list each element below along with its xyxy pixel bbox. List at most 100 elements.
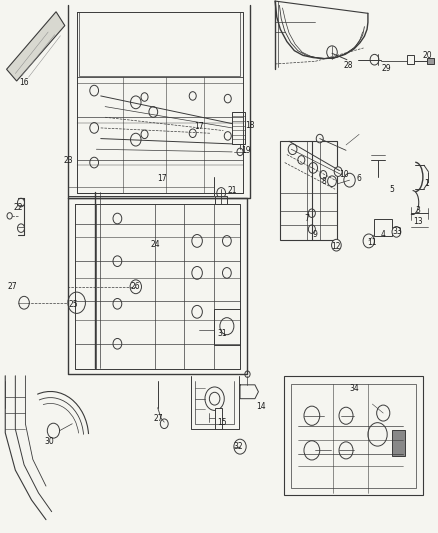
Circle shape bbox=[370, 54, 379, 65]
Text: 30: 30 bbox=[44, 437, 54, 446]
Bar bbox=[392, 430, 405, 456]
Circle shape bbox=[237, 148, 243, 156]
Circle shape bbox=[368, 423, 387, 446]
Circle shape bbox=[90, 85, 99, 96]
Circle shape bbox=[160, 419, 168, 429]
Text: 29: 29 bbox=[381, 64, 391, 72]
Circle shape bbox=[131, 96, 141, 109]
Circle shape bbox=[316, 134, 323, 143]
Circle shape bbox=[320, 171, 327, 179]
Circle shape bbox=[130, 280, 141, 294]
Text: 27: 27 bbox=[154, 414, 163, 423]
Text: 20: 20 bbox=[422, 52, 432, 60]
Text: 10: 10 bbox=[339, 171, 349, 179]
Circle shape bbox=[234, 439, 246, 454]
Circle shape bbox=[363, 234, 374, 248]
Circle shape bbox=[113, 298, 122, 309]
Text: 22: 22 bbox=[14, 204, 23, 212]
Circle shape bbox=[288, 144, 297, 155]
Text: 11: 11 bbox=[367, 238, 377, 247]
Text: 26: 26 bbox=[130, 282, 140, 291]
Circle shape bbox=[304, 441, 320, 460]
Circle shape bbox=[224, 132, 231, 140]
Circle shape bbox=[209, 392, 220, 405]
Text: 9: 9 bbox=[313, 230, 318, 239]
Text: 28: 28 bbox=[343, 61, 353, 69]
Bar bbox=[284, 376, 423, 495]
Bar bbox=[280, 141, 337, 240]
Circle shape bbox=[47, 423, 60, 438]
Text: 27: 27 bbox=[7, 282, 17, 291]
Text: 19: 19 bbox=[241, 146, 251, 155]
Circle shape bbox=[327, 46, 337, 59]
Bar bbox=[215, 408, 222, 429]
Circle shape bbox=[224, 94, 231, 103]
Bar bbox=[427, 58, 434, 64]
Circle shape bbox=[223, 268, 231, 278]
Circle shape bbox=[309, 163, 318, 173]
Circle shape bbox=[113, 338, 122, 349]
Text: 14: 14 bbox=[256, 402, 265, 410]
Circle shape bbox=[339, 442, 353, 459]
Circle shape bbox=[189, 92, 196, 100]
Circle shape bbox=[223, 236, 231, 246]
Text: 1: 1 bbox=[425, 180, 429, 188]
Circle shape bbox=[328, 176, 336, 187]
Text: 32: 32 bbox=[234, 442, 244, 451]
Circle shape bbox=[192, 266, 202, 279]
Text: 23: 23 bbox=[63, 157, 73, 165]
Circle shape bbox=[90, 157, 99, 168]
Circle shape bbox=[68, 292, 85, 313]
Text: 33: 33 bbox=[393, 228, 403, 236]
Bar bbox=[291, 384, 416, 488]
Circle shape bbox=[332, 239, 341, 251]
Circle shape bbox=[308, 225, 315, 233]
Text: 6: 6 bbox=[357, 174, 362, 183]
Circle shape bbox=[113, 256, 122, 266]
Circle shape bbox=[141, 93, 148, 101]
Circle shape bbox=[334, 167, 342, 176]
Circle shape bbox=[113, 213, 122, 224]
Circle shape bbox=[141, 130, 148, 139]
Circle shape bbox=[205, 387, 224, 410]
Text: 3: 3 bbox=[416, 206, 421, 215]
Circle shape bbox=[192, 235, 202, 247]
Text: 18: 18 bbox=[245, 121, 254, 130]
Circle shape bbox=[90, 123, 99, 133]
Bar bbox=[214, 309, 240, 345]
Bar bbox=[232, 112, 245, 144]
Text: 12: 12 bbox=[332, 242, 341, 251]
Text: 15: 15 bbox=[218, 418, 227, 426]
Bar bbox=[374, 219, 392, 236]
Circle shape bbox=[298, 156, 305, 164]
Text: 34: 34 bbox=[349, 384, 359, 392]
Circle shape bbox=[18, 198, 25, 207]
Circle shape bbox=[245, 371, 250, 377]
Polygon shape bbox=[7, 12, 65, 81]
Text: 17: 17 bbox=[194, 123, 204, 131]
Circle shape bbox=[308, 209, 315, 217]
Text: 17: 17 bbox=[157, 174, 167, 183]
Text: 4: 4 bbox=[381, 230, 386, 239]
Text: 13: 13 bbox=[413, 217, 423, 225]
Text: 24: 24 bbox=[151, 240, 160, 248]
Circle shape bbox=[377, 405, 390, 421]
Circle shape bbox=[220, 318, 234, 335]
Circle shape bbox=[18, 224, 25, 232]
Text: 21: 21 bbox=[227, 187, 237, 195]
Circle shape bbox=[304, 406, 320, 425]
Text: 7: 7 bbox=[304, 214, 309, 223]
Text: 16: 16 bbox=[19, 78, 29, 87]
Circle shape bbox=[192, 305, 202, 318]
Circle shape bbox=[189, 129, 196, 138]
Text: 25: 25 bbox=[69, 301, 78, 309]
Circle shape bbox=[7, 213, 12, 219]
Circle shape bbox=[392, 227, 401, 237]
Text: 31: 31 bbox=[218, 329, 227, 337]
Circle shape bbox=[149, 107, 158, 117]
Circle shape bbox=[19, 296, 29, 309]
Text: 5: 5 bbox=[389, 185, 395, 193]
Circle shape bbox=[344, 173, 355, 187]
Bar bbox=[407, 55, 414, 64]
Circle shape bbox=[217, 188, 226, 198]
